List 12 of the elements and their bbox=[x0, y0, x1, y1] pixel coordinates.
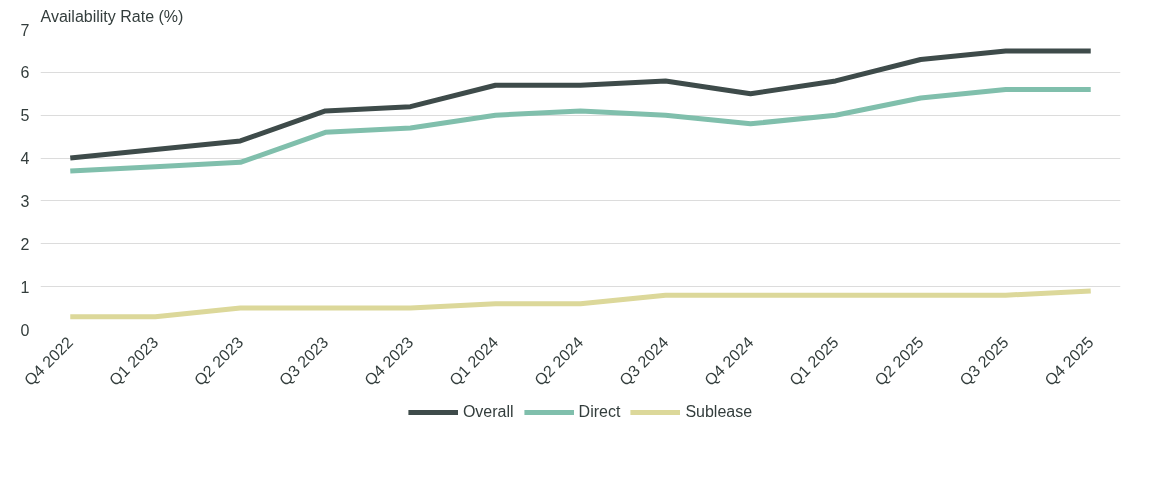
y-axis-title: Availability Rate (%) bbox=[40, 7, 184, 25]
y-tick-label: 1 bbox=[20, 278, 30, 296]
y-tick-label: 7 bbox=[20, 21, 30, 39]
legend-label: Direct bbox=[578, 403, 621, 421]
legend-label: Sublease bbox=[685, 403, 753, 421]
y-tick-label: 6 bbox=[20, 64, 30, 82]
y-tick-label: 2 bbox=[20, 235, 30, 253]
legend-label: Overall bbox=[462, 403, 514, 421]
y-tick-label: 0 bbox=[20, 321, 30, 339]
y-tick-label: 4 bbox=[20, 150, 30, 168]
y-tick-label: 5 bbox=[20, 107, 30, 125]
y-tick-label: 3 bbox=[20, 192, 30, 210]
